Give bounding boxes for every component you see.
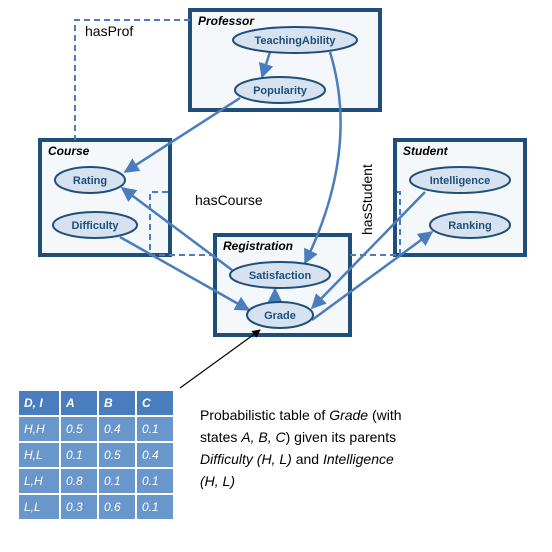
caption-line: Difficulty (H, L) and Intelligence <box>200 451 394 467</box>
node-satisfaction-label: Satisfaction <box>249 270 312 282</box>
diagram-canvas: Professor Course Student Registration hasPro… <box>0 0 552 552</box>
table-header-text: B <box>104 396 113 410</box>
label-hascourse: hasCourse <box>195 192 263 208</box>
caption-line: Probabilistic table of Grade (with <box>200 407 402 423</box>
table-cell-text: 0.4 <box>104 422 121 436</box>
edge-hasstudent <box>350 192 400 255</box>
node-teaching-label: TeachingAbility <box>254 35 336 47</box>
caption-line: states A, B, C) given its parents <box>200 429 396 445</box>
table-cell-text: 0.6 <box>104 500 121 514</box>
node-popularity-label: Popularity <box>253 85 308 97</box>
node-intelligence-label: Intelligence <box>430 175 491 187</box>
table-cell-text: 0.5 <box>104 448 121 462</box>
course-label: Course <box>48 144 90 158</box>
label-hasprof: hasProf <box>85 23 133 39</box>
table-cell-text: 0.3 <box>66 500 83 514</box>
table-cell-text: 0.4 <box>142 448 159 462</box>
student-label: Student <box>403 144 449 158</box>
table-header-text: C <box>142 396 151 410</box>
arrow-popularity-rating <box>125 98 240 172</box>
table-cell-text: 0.1 <box>66 448 83 462</box>
professor-label: Professor <box>198 14 255 28</box>
table-cell-text: 0.1 <box>142 474 159 488</box>
node-difficulty-label: Difficulty <box>71 220 119 232</box>
table-header-text: D, I <box>24 396 43 410</box>
table-cell-text: 0.5 <box>66 422 83 436</box>
table-header-text: A <box>65 396 75 410</box>
table-cell-text: 0.1 <box>142 422 159 436</box>
caption-line: (H, L) <box>200 473 235 489</box>
node-ranking-label: Ranking <box>448 220 491 232</box>
table-cell-text: H,H <box>24 422 45 436</box>
table-cell-text: L,L <box>24 500 41 514</box>
table-cell-text: 0.1 <box>104 474 121 488</box>
table-cell-text: 0.8 <box>66 474 83 488</box>
table-cell-text: H,L <box>24 448 43 462</box>
registration-label: Registration <box>223 239 293 253</box>
label-hasstudent: hasStudent <box>359 164 375 235</box>
node-grade-label: Grade <box>264 310 296 322</box>
table-cell-text: L,H <box>24 474 43 488</box>
table-pointer-arrow <box>180 330 260 388</box>
table-cell-text: 0.1 <box>142 500 159 514</box>
node-rating-label: Rating <box>73 175 107 187</box>
